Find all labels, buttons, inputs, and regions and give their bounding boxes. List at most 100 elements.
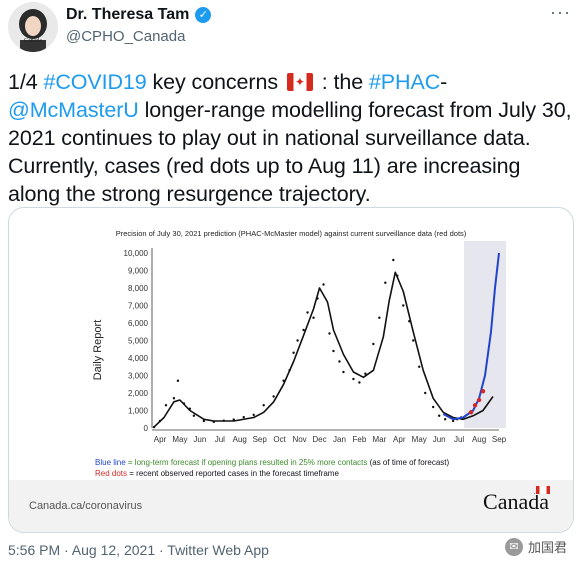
y-tick-label: 2,000 xyxy=(128,389,149,398)
x-tick-label: Apr xyxy=(154,435,167,444)
y-tick-label: 10,000 xyxy=(124,249,149,258)
tweet-image-card[interactable]: Precision of July 30, 2021 prediction (P… xyxy=(8,207,574,533)
black-dots-point xyxy=(424,391,427,395)
x-tick-label: Jul xyxy=(215,435,225,444)
y-axis-label: Daily Report xyxy=(92,320,104,381)
black-dots-point xyxy=(202,419,206,423)
canada-flag-icon xyxy=(286,73,313,91)
x-tick-label: Jun xyxy=(193,435,206,444)
hashtag-covid19[interactable]: #COVID19 xyxy=(43,70,147,94)
x-tick-label: May xyxy=(412,435,427,444)
y-tick-label: 5,000 xyxy=(128,337,149,346)
x-tick-label: Jan xyxy=(333,435,346,444)
x-tick-label: Mar xyxy=(372,435,386,444)
black-dots-point xyxy=(431,405,435,409)
tweet-text-part: - xyxy=(440,70,448,94)
black-dots-point xyxy=(306,311,309,314)
chart-title: Precision of July 30, 2021 prediction (P… xyxy=(115,229,467,238)
black-dots-point xyxy=(332,349,335,353)
black-dots-point xyxy=(372,342,375,346)
x-tick-label: Jul xyxy=(454,435,464,444)
x-tick-label: Apr xyxy=(393,435,406,444)
x-tick-label: Sep xyxy=(492,435,507,444)
black-dots-point xyxy=(443,418,447,421)
black-dots-point xyxy=(352,377,355,381)
black-dots-point xyxy=(302,328,305,332)
tweet-text-part: key concerns xyxy=(146,70,284,94)
forecast-chart: 0 1,000 2,000 3,000 4,000 5,000 6,000 7,000 8,00… xyxy=(92,241,507,444)
x-tick-label: Aug xyxy=(472,435,486,444)
black-dots-point xyxy=(192,414,196,417)
tweet-text-part: 1/4 xyxy=(8,70,44,94)
black-dots-point xyxy=(252,413,255,417)
tweet-timestamp[interactable]: 5:56 PM · Aug 12, 2021 · Twitter Web App xyxy=(8,542,269,558)
legend-red-label: Red dots xyxy=(95,469,128,478)
red-dots-point xyxy=(468,410,474,415)
y-tick-label: 4,000 xyxy=(128,354,149,363)
black-dots-point xyxy=(292,351,295,354)
y-tick-label: 0 xyxy=(144,424,149,433)
black-dots-point xyxy=(342,370,345,374)
y-tick-label: 8,000 xyxy=(128,284,149,293)
watermark-text: 加国君 xyxy=(527,540,567,555)
black-dots-point xyxy=(164,404,168,407)
y-tick-label: 6,000 xyxy=(128,319,149,328)
x-tick-label: Sep xyxy=(253,435,268,444)
legend-blue-text: = long-term forecast if opening plans re… xyxy=(125,458,368,467)
forecast-shaded-region xyxy=(464,241,506,428)
legend-blue-label: Blue line xyxy=(95,458,126,467)
wordmark-flag-icon xyxy=(535,485,551,495)
canada-wordmark: Canada xyxy=(483,485,551,515)
avatar-label: Canada xyxy=(24,38,42,44)
black-dots-point xyxy=(378,316,381,319)
x-tick-label: Nov xyxy=(292,435,306,444)
black-dots-point xyxy=(418,365,421,368)
more-options-icon[interactable]: ··· xyxy=(550,2,571,22)
black-dots-point xyxy=(338,360,341,363)
author-handle[interactable]: @CPHO_Canada xyxy=(66,28,186,45)
mention-mcmasteru[interactable]: @McMasterU xyxy=(8,98,139,122)
wechat-icon: ✉ xyxy=(504,537,523,556)
x-tick-label: Jun xyxy=(433,435,446,444)
black-dots-point xyxy=(312,316,315,319)
footer-url: Canada.ca/coronavirus xyxy=(29,500,143,512)
y-tick-label: 7,000 xyxy=(128,302,149,311)
card-footer: Canada.ca/coronavirus Canada xyxy=(9,480,573,532)
black-dots-point xyxy=(384,281,387,284)
legend-blue-note: (as of time of forecast) xyxy=(367,458,450,467)
author-avatar[interactable]: Canada xyxy=(8,2,58,52)
x-tick-label: Aug xyxy=(233,435,247,444)
tweet-text-part: longer-range modelling forecast from Jul… xyxy=(8,98,572,206)
avatar-portrait xyxy=(19,9,47,52)
x-tick-label: Feb xyxy=(353,435,367,444)
black-dots-point xyxy=(364,372,367,375)
legend-red-text: = recent observed reported cases in the … xyxy=(127,469,339,478)
y-tick-label: 9,000 xyxy=(128,267,149,276)
watermark: ✉ 加国君 xyxy=(504,537,567,556)
x-tick-label: Dec xyxy=(312,435,326,444)
author-name[interactable]: Dr. Theresa Tam xyxy=(66,6,190,23)
x-tick-label: Oct xyxy=(273,435,286,444)
black-dots-point xyxy=(402,304,405,307)
black-dots-point xyxy=(358,381,361,384)
black-dots-point xyxy=(451,419,455,423)
chart-legend: Blue line = long-term forecast if openin… xyxy=(95,457,449,479)
hashtag-phac[interactable]: #PHAC xyxy=(368,70,441,94)
red-dots-point xyxy=(472,403,478,408)
red-dots-point xyxy=(476,397,482,403)
verified-badge-icon: ✓ xyxy=(195,7,212,23)
black-dots-point xyxy=(328,332,331,335)
x-tick-label: May xyxy=(172,435,187,444)
black-dots-point xyxy=(176,379,180,382)
black-dots-point xyxy=(437,414,441,417)
black-dots-point xyxy=(322,283,325,286)
red-dots-point xyxy=(480,389,486,394)
y-tick-label: 1,000 xyxy=(128,407,149,416)
black-dots-point xyxy=(272,395,275,398)
black-dots-point xyxy=(172,397,176,400)
black-dots-point xyxy=(242,415,245,419)
black-dots-point xyxy=(296,339,299,342)
black-dots-point xyxy=(392,258,395,262)
y-tick-label: 3,000 xyxy=(128,372,149,381)
black-dots-point xyxy=(262,404,265,407)
